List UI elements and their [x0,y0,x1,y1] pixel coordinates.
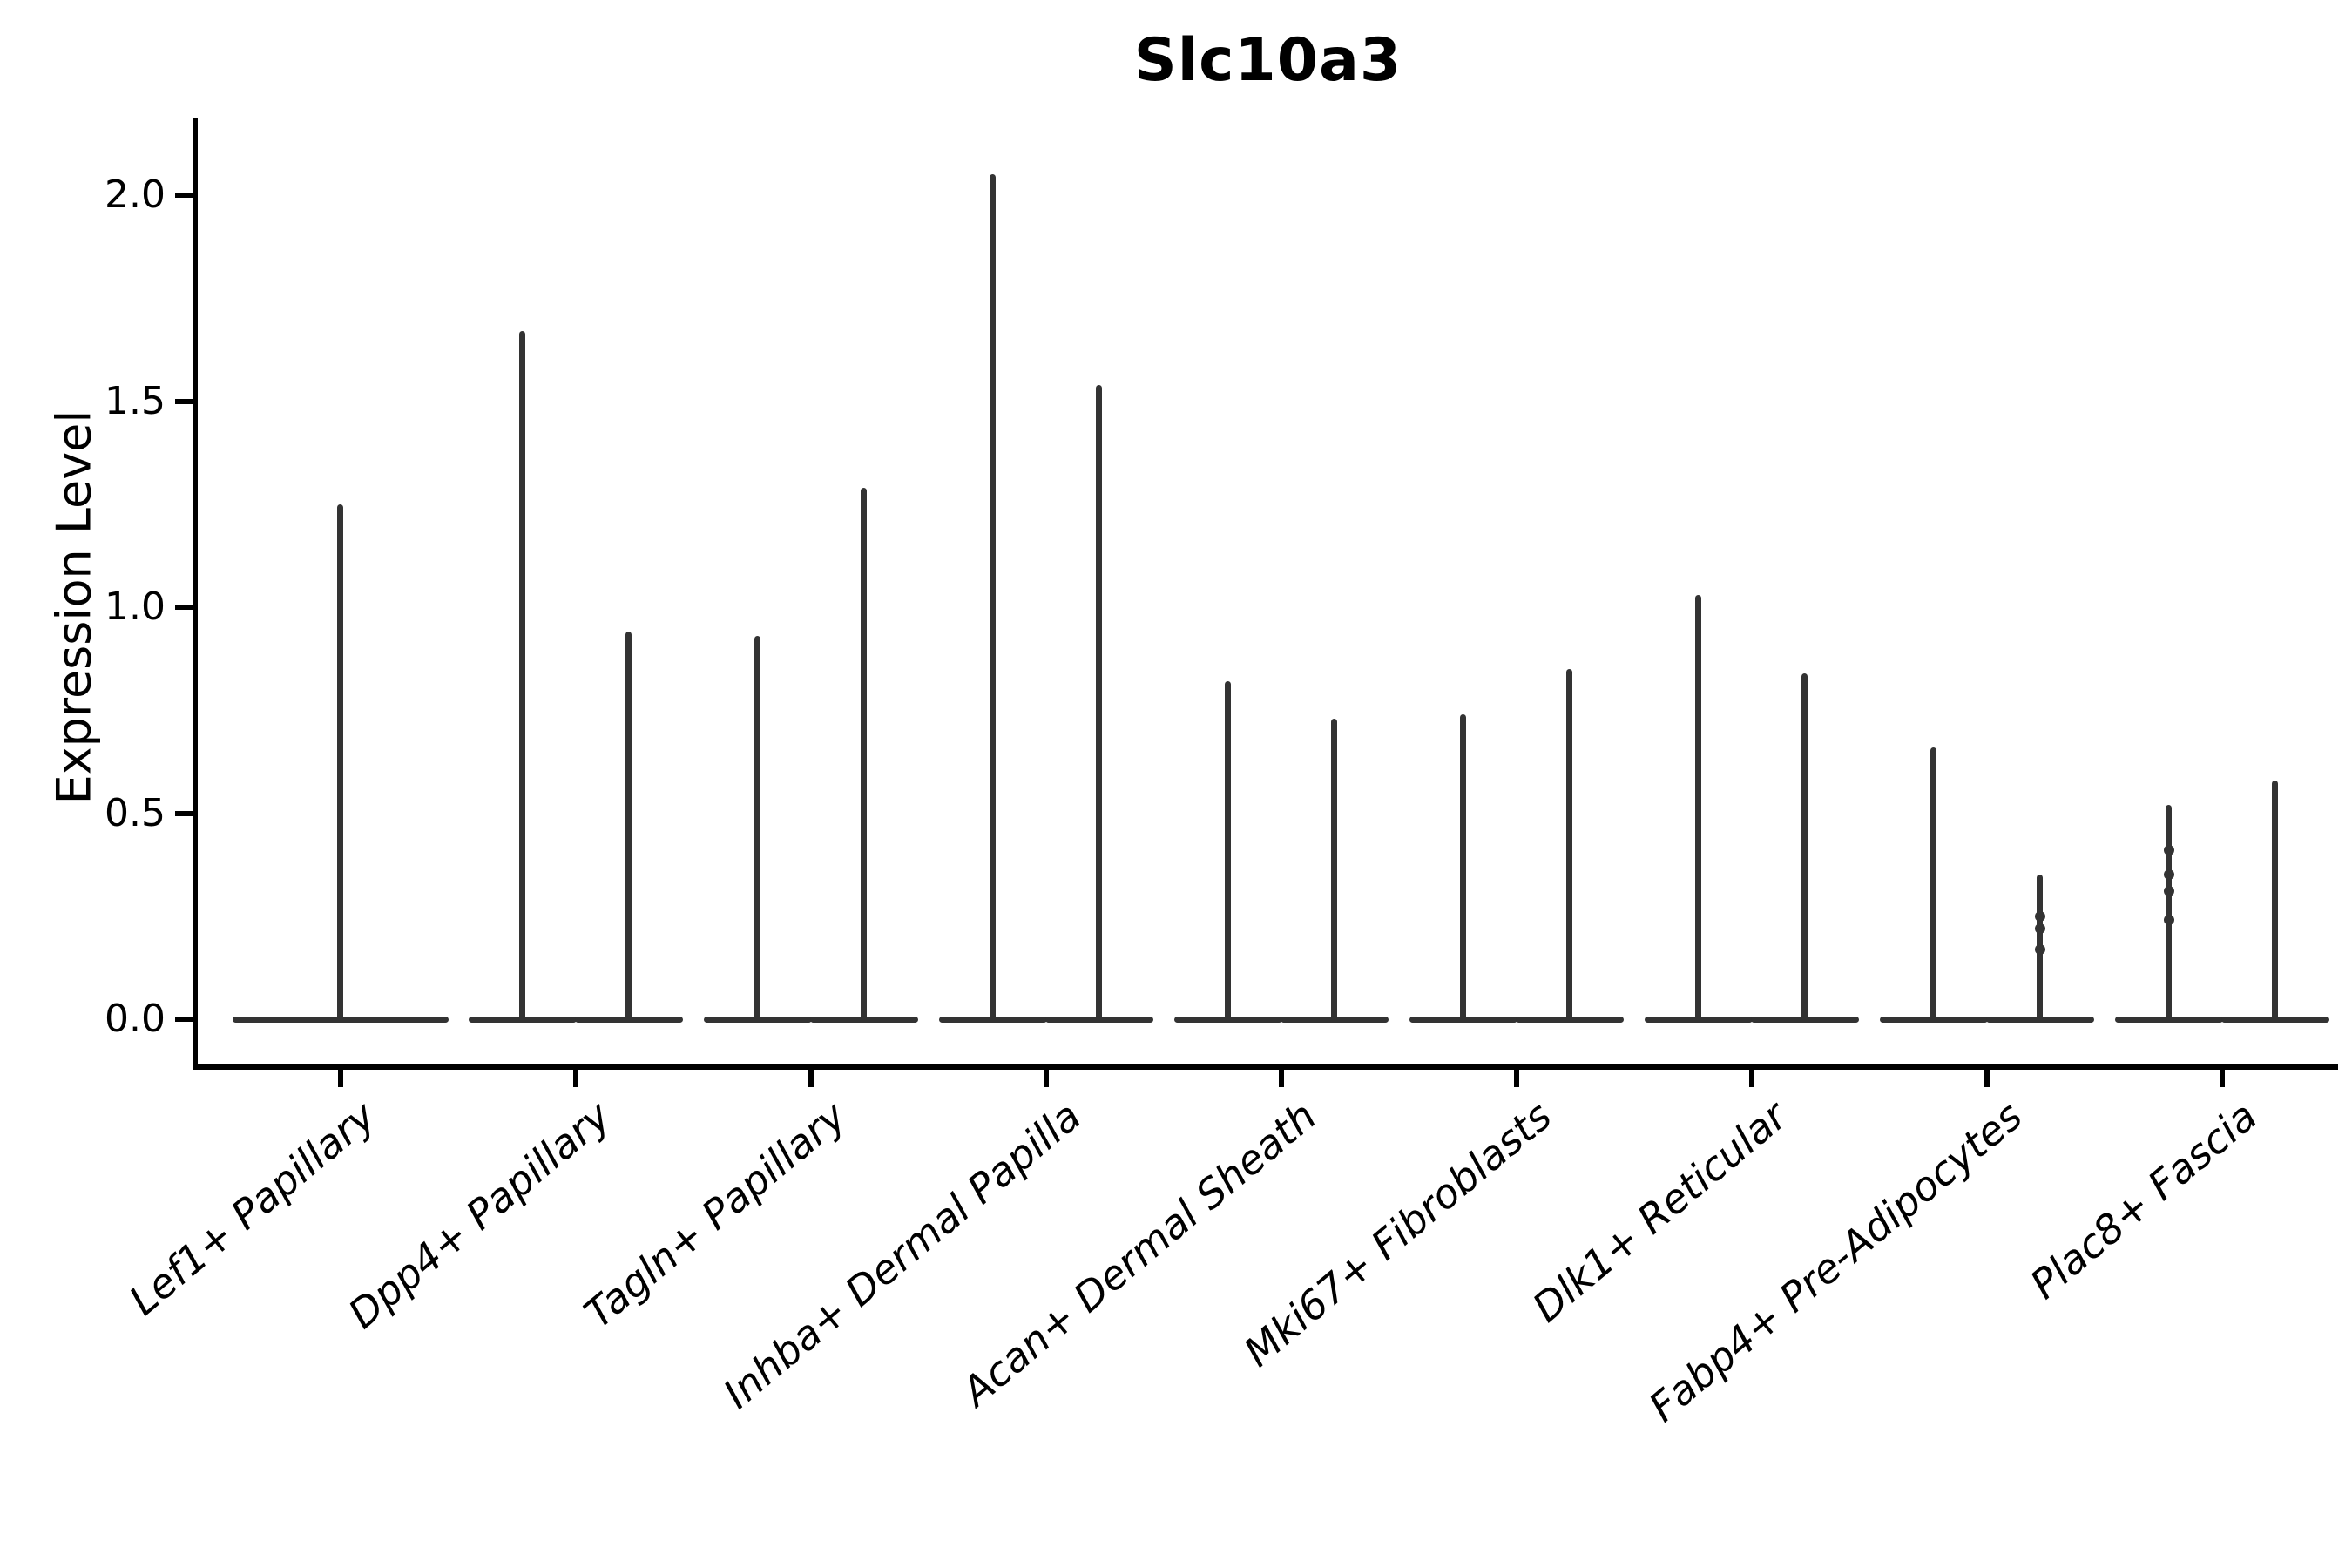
violin-baseline [468,1017,577,1023]
violin-point [2034,923,2045,934]
violin-baseline [1644,1017,1753,1023]
x-axis-spine [193,1064,2338,1070]
violin-spike [1930,747,1936,1019]
violin-spike [625,632,632,1019]
x-tick [337,1070,343,1087]
x-tick [1984,1070,1990,1087]
y-tick [175,605,193,610]
violin-point [2163,886,2174,897]
violin-point [2034,943,2045,955]
y-tick [175,398,193,404]
y-tick-label: 0.0 [105,997,166,1041]
x-tick [1748,1070,1754,1087]
violin-spike [861,487,867,1019]
violin-spike [1566,668,1572,1019]
y-axis-spine [193,118,198,1070]
x-tick [808,1070,814,1087]
y-tick [175,810,193,816]
plot-title: Slc10a3 [1133,26,1402,95]
violin-spike [1801,672,1808,1019]
violin-spike [1331,718,1337,1019]
x-tick-label: Dlk1+ Reticular [1523,1092,1796,1332]
y-tick-label: 0.5 [105,790,166,835]
violin-spike [1225,681,1231,1019]
violin-baseline [703,1017,812,1023]
violin-baseline [2220,1017,2329,1023]
violin-spike [1695,594,1701,1019]
violin-spike [2272,780,2278,1019]
x-tick [1043,1070,1049,1087]
x-tick [1513,1070,1519,1087]
x-tick-label: Lef1+ Papillary [120,1092,385,1325]
violin-baseline [1409,1017,1517,1023]
violin-baseline [1515,1017,1624,1023]
violin-baseline [2114,1017,2223,1023]
violin-baseline [1044,1017,1153,1023]
violin-spike [1096,384,1102,1019]
violin-baseline [1879,1017,1988,1023]
x-tick [2219,1070,2225,1087]
violin-spike [990,174,996,1019]
violin-point [2163,845,2174,856]
violin-baseline [1985,1017,2094,1023]
x-tick-label: Plac8+ Fascia [2021,1092,2267,1308]
violin-point [2034,910,2045,922]
violin-spike [337,504,343,1019]
violin-baseline [1280,1017,1389,1023]
violin-spike [1460,713,1466,1019]
violin-point [2163,869,2174,881]
violin-spike [754,636,760,1019]
violin-baseline [1750,1017,1859,1023]
violin-baseline [232,1017,449,1023]
violin-point [2163,915,2174,926]
violin-spike [2166,805,2172,1019]
violin-baseline [809,1017,918,1023]
y-tick-label: 1.0 [105,585,166,629]
y-tick [175,193,193,198]
x-tick [1278,1070,1284,1087]
x-tick-label: Fabp4+ Pre-Adipocytes [1639,1092,2031,1431]
violin-baseline [574,1017,683,1023]
y-tick-label: 1.5 [105,378,166,423]
y-tick [175,1017,193,1022]
x-tick [572,1070,578,1087]
violin-baseline [1173,1017,1282,1023]
y-tick-label: 2.0 [105,172,166,217]
violin-spike [519,331,525,1019]
violin-baseline [938,1017,1047,1023]
